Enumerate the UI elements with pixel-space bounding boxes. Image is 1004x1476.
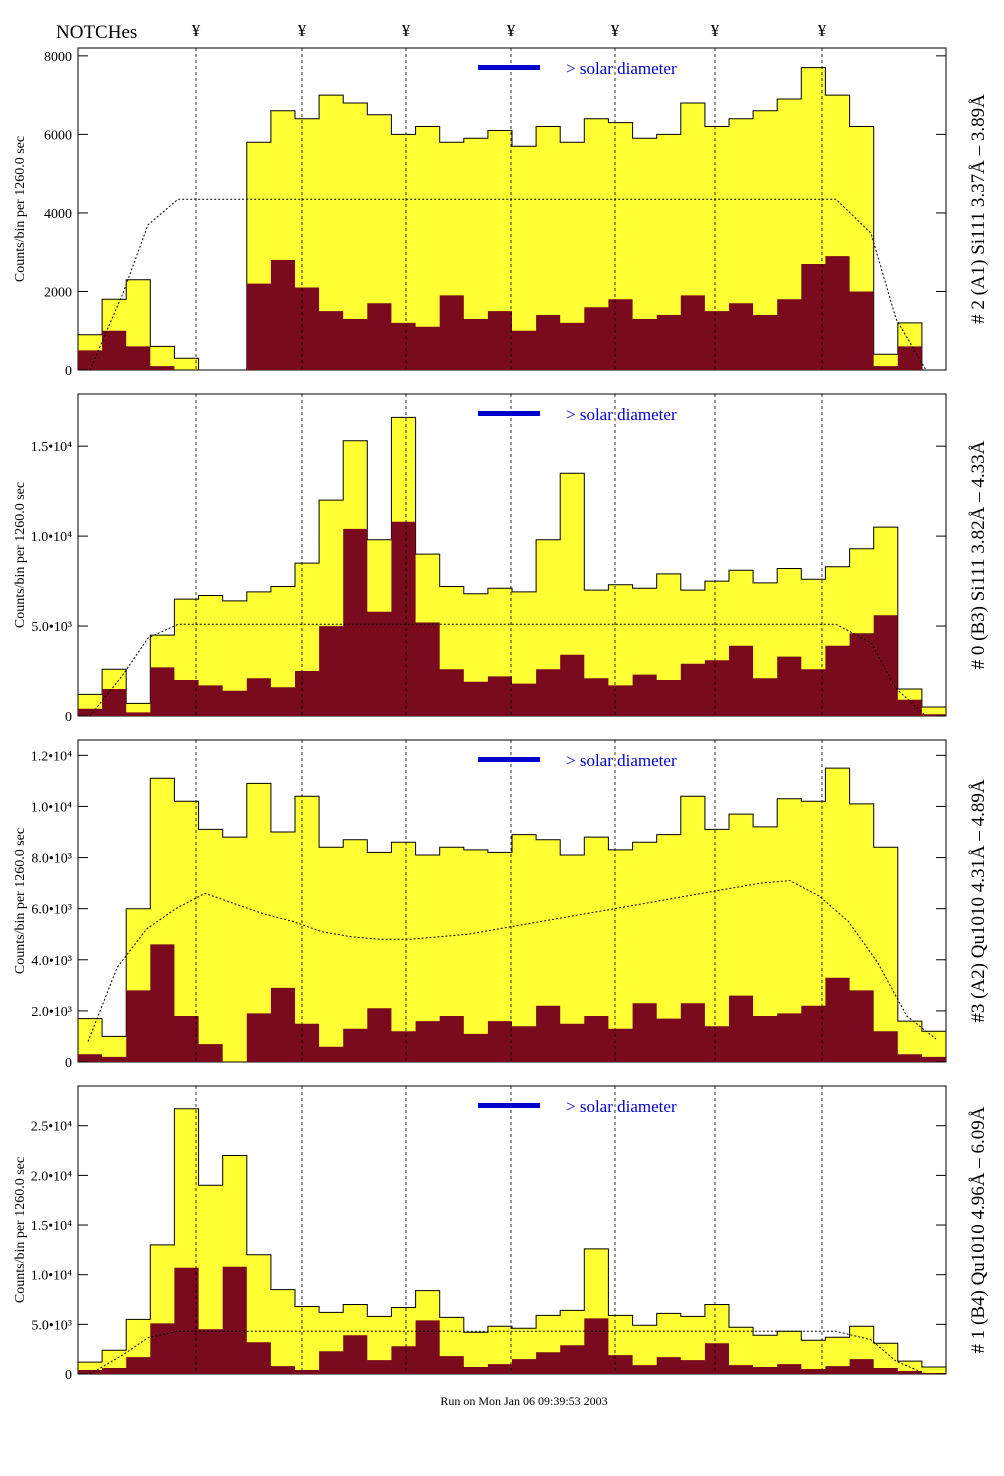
run-timestamp: Run on Mon Jan 06 09:39:53 2003 [440,1394,607,1408]
y-axis-label: Counts/bin per 1260.0 sec [13,1157,28,1303]
notch-marker: ¥ [818,21,827,40]
ytick-label: 4.0•10³ [31,954,72,969]
legend-text: > solar diameter [566,1097,677,1116]
ytick-label: 1.0•10⁴ [31,1269,72,1284]
model-curve [89,623,927,717]
legend-text: > solar diameter [566,59,677,78]
solar-diameter-marker [478,757,540,762]
model-curve [89,198,927,371]
notch-marker: ¥ [711,21,720,40]
chart-panel-2: 0 2.0•10³ 4.0•10³ 6.0•10³ 8.0•10³ 1.0•10⁴ 1.2•… [13,739,989,1071]
ytick-label: 1.0•10⁴ [31,530,72,545]
chart-panel-3: 0 5.0•10³ 1.0•10⁴ 1.5•10⁴ 2.0•10⁴ 2.5•10⁴ Coun… [13,1085,989,1383]
solar-diameter-marker [478,65,540,70]
notch-marker: ¥ [298,21,307,40]
ytick-label: 5.0•10³ [31,620,72,635]
detector-label: #3 (A2) Qu1010 4.31Å – 4.89Å [968,779,989,1023]
ytick-label: 8000 [44,50,72,65]
ytick-label: 1.0•10⁴ [31,800,72,815]
ytick-label: 2.0•10³ [31,1005,72,1020]
ytick-label: 5.0•10³ [31,1318,72,1333]
series-flare-counts [78,256,946,370]
series-flare-counts [78,944,946,1062]
ytick-label: 6000 [44,128,72,143]
notch-marker: ¥ [402,21,411,40]
ytick-label: 8.0•10³ [31,852,72,867]
ytick-label: 2000 [44,285,72,300]
model-curve [89,1330,927,1375]
legend-text: > solar diameter [566,405,677,424]
ytick-label: 2.0•10⁴ [31,1169,72,1184]
ytick-label: 0 [65,1368,72,1383]
ytick-label: 4000 [44,207,72,222]
series-flare-counts [78,521,946,716]
detector-label: # 0 (B3) Si111 3.82Å – 4.33Å [968,440,989,669]
y-axis-label: Counts/bin per 1260.0 sec [13,828,28,974]
notch-marker: ¥ [507,21,516,40]
y-axis-label: Counts/bin per 1260.0 sec [13,482,28,628]
solar-diameter-marker [478,411,540,416]
series-flare-counts [78,1266,946,1374]
notch-marker: ¥ [192,21,201,40]
ytick-label: 2.5•10⁴ [31,1120,72,1135]
ytick-label: 6.0•10³ [31,903,72,918]
ytick-label: 1.5•10⁴ [31,440,72,455]
y-axis-label: Counts/bin per 1260.0 sec [13,136,28,282]
legend-text: > solar diameter [566,751,677,770]
ytick-label: 1.2•10⁴ [31,749,72,764]
detector-label: # 2 (A1) Si111 3.37Å – 3.89Å [968,94,989,324]
ytick-label: 1.5•10⁴ [31,1219,72,1234]
detector-label: # 1 (B4) Qu1010 4.96Å – 6.09Å [968,1106,989,1353]
notch-marker: ¥ [611,21,620,40]
ytick-label: 0 [65,364,72,379]
solar-diameter-marker [478,1103,540,1108]
chart-panel-1: 0 5.0•10³ 1.0•10⁴ 1.5•10⁴ Counts/bin per 126… [13,393,989,725]
ytick-label: 0 [65,1056,72,1071]
series-total-counts [77,416,947,717]
chart-panel-0: 0 2000 4000 6000 8000 Counts/bin per 1260.0 s… [13,47,989,379]
series-total-counts [77,1108,947,1375]
notches-label: NOTCHes [56,22,137,43]
ytick-label: 0 [65,710,72,725]
